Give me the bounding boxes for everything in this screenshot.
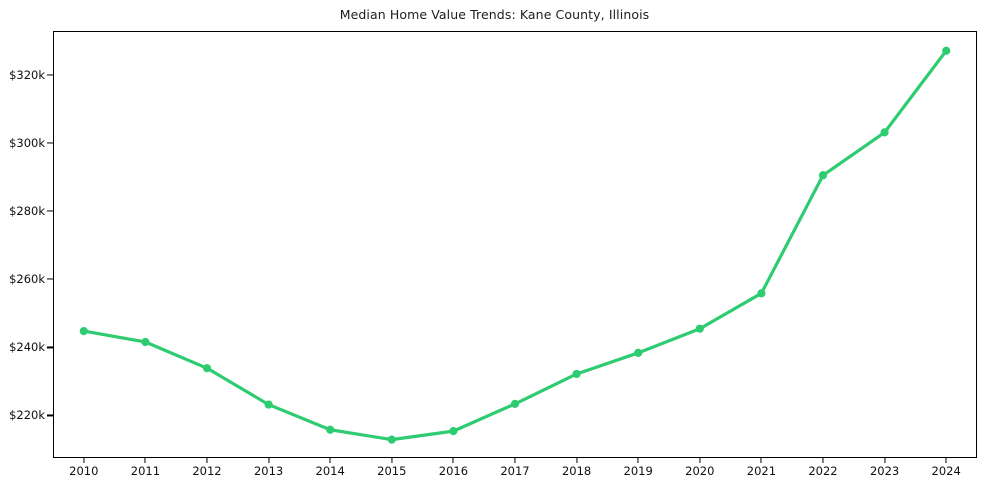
- x-axis-tick-mark: [452, 457, 454, 463]
- y-axis-tick-label: $280k: [9, 204, 45, 219]
- x-axis-tick-mark: [945, 457, 947, 463]
- chart-title: Median Home Value Trends: Kane County, I…: [339, 7, 650, 22]
- data-point-marker: [634, 348, 643, 357]
- line-series-plot: [79, 46, 951, 444]
- x-axis-tick-label: 2013: [253, 464, 284, 478]
- data-point-marker: [757, 289, 766, 298]
- x-axis-tick-label: 2023: [869, 464, 900, 478]
- data-point-marker: [695, 324, 704, 333]
- x-axis-tick-label: 2014: [315, 464, 345, 478]
- y-axis-tick-mark: [47, 142, 53, 144]
- plot-area-frame: [53, 31, 977, 458]
- x-axis-tick-mark: [699, 457, 701, 463]
- data-point-marker: [818, 171, 828, 180]
- y-axis-tick-label: $320k: [9, 68, 45, 83]
- y-axis-tick-labels: $220k $240k $260k $280k $300k $320k: [0, 0, 45, 490]
- data-point-marker: [141, 337, 150, 347]
- data-point-marker: [449, 427, 458, 436]
- y-axis-tick-label: $220k: [9, 408, 45, 423]
- x-axis-tick-label: 2011: [130, 464, 161, 478]
- x-axis-tick-mark: [637, 457, 639, 463]
- x-axis-tick-mark: [206, 457, 208, 463]
- data-point-marker: [572, 369, 581, 379]
- y-axis-tick-label: $240k: [9, 340, 45, 355]
- data-point-marker: [79, 326, 88, 336]
- x-axis-tick-mark: [391, 457, 393, 463]
- x-axis-tick-mark: [83, 457, 85, 463]
- x-axis-tick-mark: [822, 457, 824, 463]
- data-point-marker: [942, 46, 951, 55]
- series-markers-group: [79, 46, 951, 444]
- x-axis-tick-label: 2016: [438, 464, 469, 478]
- y-axis-tick-mark: [47, 414, 53, 417]
- data-point-marker: [387, 435, 396, 444]
- data-point-marker: [326, 425, 335, 434]
- y-axis-tick-label: $260k: [9, 272, 45, 287]
- data-point-marker: [510, 399, 520, 408]
- y-axis-tick-mark: [47, 346, 53, 348]
- x-axis-tick-mark: [514, 457, 516, 463]
- y-axis-tick-mark: [47, 210, 53, 212]
- data-point-marker: [264, 400, 273, 409]
- x-axis-tick-label: 2018: [561, 464, 592, 478]
- x-axis-tick-label: 2012: [192, 464, 222, 478]
- x-axis-tick-mark: [268, 457, 270, 463]
- x-axis-tick-mark: [760, 457, 762, 463]
- x-axis-tick-label: 2020: [685, 464, 715, 478]
- x-axis-tick-label: 2022: [808, 464, 838, 478]
- series-line-median-home-value: [82, 49, 948, 442]
- y-axis-tick-label: $300k: [9, 136, 45, 151]
- x-axis-tick-mark: [884, 457, 886, 463]
- x-axis-tick-label: 2021: [746, 464, 777, 478]
- x-axis-tick-label: 2017: [500, 464, 530, 478]
- x-axis-tick-label: 2015: [377, 464, 407, 478]
- x-axis-tick-mark: [329, 457, 331, 463]
- x-axis-tick-mark: [144, 457, 146, 463]
- y-axis-tick-mark: [47, 278, 53, 280]
- x-axis-tick-label: 2010: [69, 464, 99, 478]
- y-axis-tick-mark: [47, 74, 53, 76]
- x-axis-tick-label: 2024: [931, 464, 961, 478]
- data-point-marker: [202, 364, 212, 373]
- x-axis-tick-mark: [576, 457, 578, 463]
- data-point-marker: [880, 128, 889, 137]
- x-axis-tick-label: 2019: [623, 464, 653, 478]
